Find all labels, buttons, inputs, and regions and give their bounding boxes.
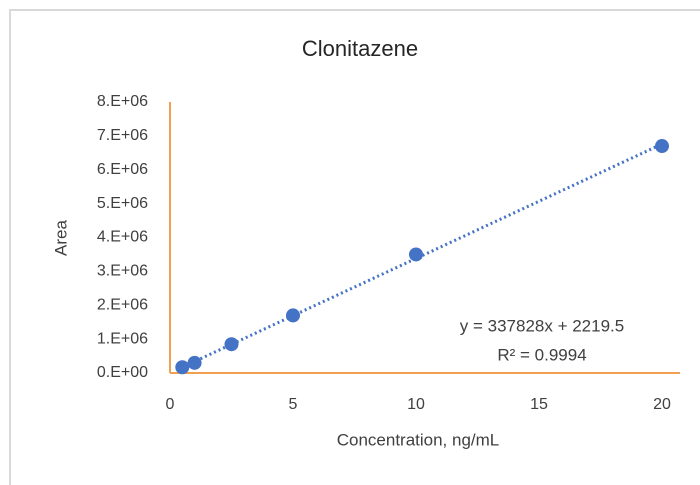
y-tick-label: 1.E+06 [97, 330, 148, 347]
x-axis-title: Concentration, ng/mL [337, 430, 500, 449]
trendline-r2: R² = 0.9994 [497, 345, 586, 364]
trendline-equation: y = 337828x + 2219.5 [460, 316, 624, 335]
trendline [181, 142, 663, 369]
chart-frame [9, 9, 700, 485]
data-point [286, 308, 300, 323]
y-tick-label: 3.E+06 [97, 263, 148, 280]
y-axis-title: Area [51, 220, 70, 256]
y-tick-label: 0.E+00 [97, 364, 148, 381]
data-point [409, 247, 423, 262]
y-tick-label: 5.E+06 [97, 195, 148, 212]
y-tick-label: 7.E+06 [97, 127, 148, 144]
x-tick-label: 5 [289, 396, 298, 413]
x-tick-label: 20 [653, 396, 671, 413]
y-tick-label: 4.E+06 [97, 229, 148, 246]
data-point [224, 337, 239, 352]
x-tick-label: 0 [166, 396, 175, 413]
y-tick-label: 2.E+06 [97, 296, 148, 313]
x-tick-label: 10 [407, 396, 425, 413]
data-point [187, 355, 202, 370]
chart-title: Clonitazene [302, 36, 418, 61]
data-point [175, 360, 190, 375]
data-point [655, 139, 669, 154]
y-tick-label: 6.E+06 [97, 161, 148, 178]
x-tick-label: 15 [530, 396, 548, 413]
y-tick-label: 8.E+06 [97, 93, 148, 110]
